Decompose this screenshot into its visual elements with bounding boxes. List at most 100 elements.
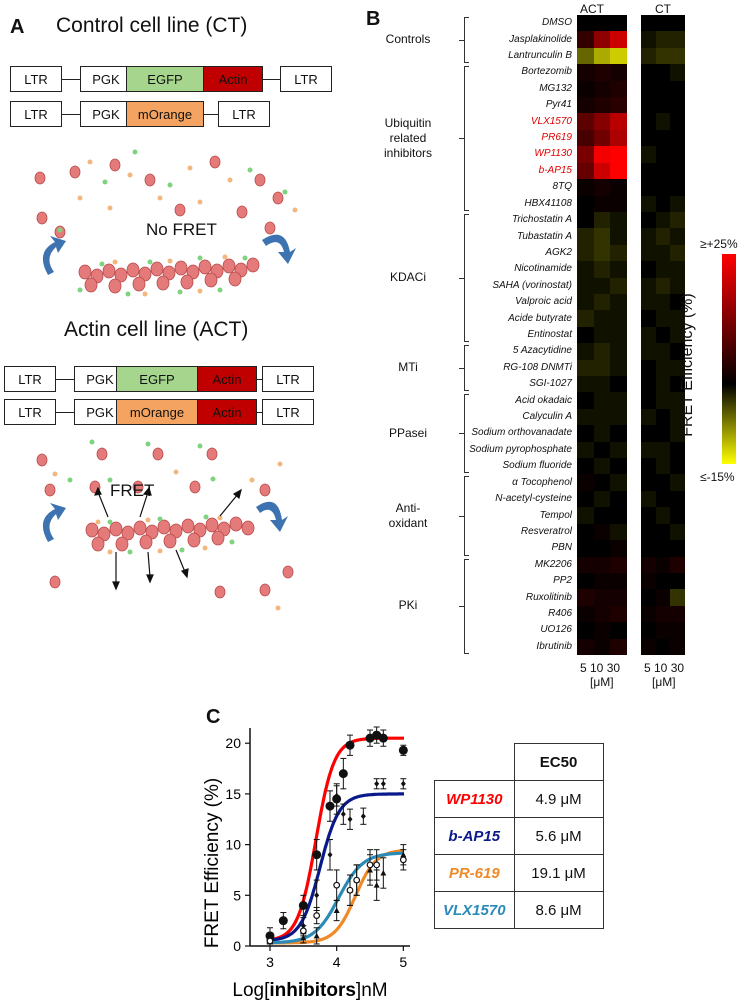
group-label: PPasei <box>388 425 428 440</box>
heatmap-cell <box>655 540 671 557</box>
marker <box>399 856 407 864</box>
data-point <box>380 778 387 790</box>
ct-title: Control cell line (CT) <box>56 14 248 37</box>
heatmap-cell <box>593 556 611 573</box>
ct-actin-1: Actin <box>203 66 263 92</box>
heatmap-cell <box>610 408 627 426</box>
heatmap-cell <box>577 113 594 130</box>
heatmap-cell <box>577 162 594 180</box>
heatmap-cell <box>593 359 611 377</box>
ec50-inhibitor-name: b-AP15 <box>434 817 515 855</box>
heatmap-cell <box>577 31 594 48</box>
heatmap-cell <box>655 622 671 639</box>
heatmap-cell <box>593 310 611 327</box>
group-label: Controls <box>385 32 431 47</box>
heatmap-cell <box>641 523 656 541</box>
y-tick-label: 15 <box>225 786 241 802</box>
heatmap-cell <box>655 195 671 212</box>
act-ltr-left-2: LTR <box>4 399 56 425</box>
heatmap-cell <box>593 589 611 606</box>
heatmap-cell <box>641 310 656 327</box>
heatmap-cell <box>670 97 685 114</box>
heatmap-cell <box>610 490 627 508</box>
heatmap-cell <box>593 392 611 409</box>
drug-label: Nicotinamide <box>514 263 572 275</box>
y-tick-label: 10 <box>225 837 241 853</box>
data-point <box>278 912 288 930</box>
ct-curved-arrow-right <box>262 234 296 264</box>
drug-label: AGK2 <box>545 246 572 258</box>
group-label: KDACi <box>389 270 426 285</box>
heatmap-cell <box>641 572 656 590</box>
heatmap-cell <box>655 15 671 32</box>
drug-label: Calyculin A <box>522 411 572 423</box>
marker <box>378 733 388 743</box>
ct-ltr-right-1: LTR <box>280 66 332 92</box>
heatmap-cell <box>610 293 627 311</box>
heatmap-cell <box>655 228 671 245</box>
heatmap-cell <box>577 64 594 81</box>
heatmap-cell <box>670 31 685 48</box>
marker <box>266 937 274 945</box>
marker <box>278 916 288 926</box>
heatmap-cell <box>670 441 685 459</box>
heatmap-cell <box>610 507 627 524</box>
heatmap-cell <box>577 507 594 524</box>
heatmap-cell <box>641 540 656 557</box>
drug-label: Tubastatin A <box>516 230 572 242</box>
marker <box>400 780 406 787</box>
drug-label: SAHA (vorinostat) <box>492 279 572 291</box>
heatmap-cell <box>641 605 656 623</box>
y-axis-label: FRET Efficiency (%) <box>202 778 223 948</box>
heatmap-cell <box>655 211 671 229</box>
marker <box>299 927 307 935</box>
heatmap-cell <box>593 113 611 130</box>
ct-cells-scatter <box>34 155 284 239</box>
heatmap-cell <box>577 228 594 245</box>
heatmap-cell <box>655 310 671 327</box>
heatmap-cell <box>670 277 685 294</box>
heatmap-cell <box>577 293 594 311</box>
act-conc-unit: [μM] <box>590 675 614 689</box>
heatmap-cell <box>655 572 671 590</box>
heatmap-cell <box>655 441 671 459</box>
heatmap-cell <box>655 458 671 475</box>
heatmap-cell <box>670 540 685 557</box>
marker <box>333 907 340 914</box>
heatmap-cell <box>610 376 627 393</box>
x-tick-label: 5 <box>399 954 407 970</box>
heatmap-cell <box>655 359 671 377</box>
heatmap-cell <box>641 556 656 573</box>
marker <box>373 861 381 869</box>
heatmap-cell <box>641 425 656 442</box>
heatmap-cell <box>670 589 685 606</box>
heatmap-cell <box>593 425 611 442</box>
heatmap-cell <box>670 244 685 262</box>
fit-curve-WP1130 <box>266 736 404 942</box>
drug-label: N-acetyl-cysteine <box>495 493 572 505</box>
heatmap-ct <box>641 15 685 655</box>
heatmap-cell <box>641 113 656 130</box>
heatmap-cell <box>655 326 671 344</box>
group-bracket <box>464 213 465 342</box>
heatmap-cell <box>641 64 656 81</box>
heatmap-cell <box>610 129 627 147</box>
heatmap-cell <box>593 572 611 590</box>
heatmap-cell <box>655 162 671 180</box>
drug-label: 5 Azacytidine <box>512 345 572 357</box>
heatmap-cell <box>670 622 685 639</box>
heatmap-cell <box>670 425 685 442</box>
act-ltr-right-1: LTR <box>262 366 314 392</box>
heatmap-cell <box>610 195 627 212</box>
drug-label: Tempol <box>539 509 572 521</box>
drug-label: 8TQ <box>552 181 572 193</box>
data-point <box>325 790 335 822</box>
group-bracket <box>464 476 465 555</box>
heatmap-cell <box>655 146 671 163</box>
heatmap-cell <box>670 64 685 81</box>
heatmap-cell <box>641 162 656 180</box>
heatmap-cell <box>610 244 627 262</box>
heatmap-cell <box>610 326 627 344</box>
heatmap-cell <box>593 261 611 278</box>
heatmap-cell <box>641 228 656 245</box>
